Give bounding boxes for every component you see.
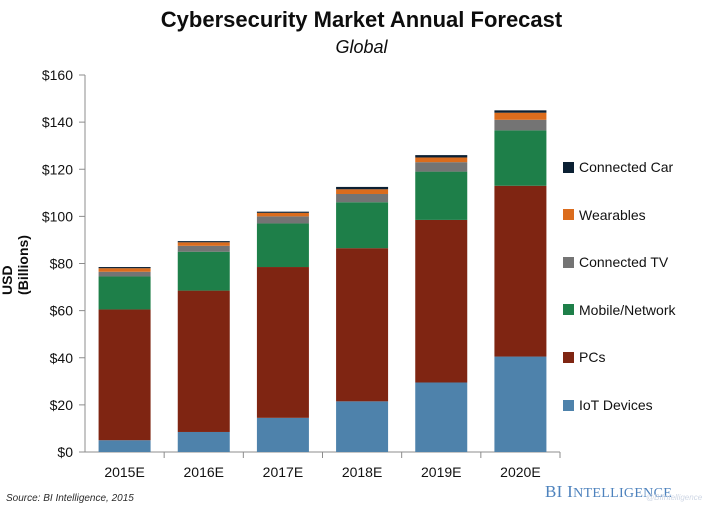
legend-label: Wearables (579, 206, 646, 223)
y-tick-label: $60 (50, 303, 74, 319)
y-tick-label: $40 (50, 350, 74, 366)
bar-segment-connected-car (415, 155, 468, 158)
bar-segment-wearables (415, 157, 468, 163)
brand-watermark: @BIIntelligence (646, 493, 703, 502)
legend-label: Connected TV (579, 254, 669, 271)
bar-segment-iot-devices (98, 440, 151, 452)
legend-swatch (563, 304, 574, 316)
bar-segment-wearables (98, 268, 151, 272)
legend-item: IoT Devices (563, 393, 653, 417)
bar-segment-wearables (336, 189, 389, 194)
chart-title: Cybersecurity Market Annual Forecast (160, 7, 563, 32)
bar-segment-connected-car (177, 241, 230, 243)
bar-segment-mobile-network (98, 276, 151, 310)
legend-swatch (563, 399, 574, 411)
bar-segment-pcs (494, 185, 547, 357)
y-tick-label: $80 (50, 256, 74, 272)
y-tick-label: $160 (42, 67, 73, 83)
brand-logo-second-initial: I (567, 482, 574, 501)
x-tick-label: 2020E (500, 464, 540, 480)
bar-segment-wearables (494, 112, 547, 120)
x-tick-label: 2018E (342, 464, 382, 480)
bar-segment-connected-tv (256, 216, 309, 224)
legend-swatch (563, 256, 574, 268)
brand-logo: BI INTELLIGENCE (545, 482, 672, 502)
legend-item: Mobile/Network (563, 298, 675, 322)
y-tick-label: $0 (57, 444, 73, 460)
bar-segment-wearables (177, 242, 230, 246)
bar-segment-iot-devices (336, 401, 389, 452)
legend-item: Connected Car (563, 155, 673, 179)
x-tick-label: 2017E (263, 464, 303, 480)
bar-segment-iot-devices (494, 356, 547, 452)
bar-segment-connected-tv (494, 119, 547, 131)
chart-subtitle: Global (335, 37, 388, 57)
bar-segment-wearables (256, 212, 309, 217)
legend-swatch (563, 209, 574, 221)
bar-segment-iot-devices (177, 431, 230, 452)
bar-segment-connected-car (98, 267, 151, 269)
legend-item: PCs (563, 345, 605, 369)
x-tick-label: 2019E (421, 464, 461, 480)
bar-segment-connected-car (256, 211, 309, 213)
bar-segment-mobile-network (256, 223, 309, 268)
y-tick-label: $100 (42, 208, 73, 224)
legend-swatch (563, 161, 574, 173)
legend-label: PCs (579, 349, 606, 366)
legend-label: IoT Devices (579, 397, 653, 413)
source-note: Source: BI Intelligence, 2015 (6, 493, 134, 504)
bar-segment-iot-devices (415, 382, 468, 452)
y-tick-label: $20 (50, 397, 74, 413)
legend-swatch (563, 351, 574, 363)
brand-logo-first: BI (545, 482, 563, 501)
bar-segment-iot-devices (256, 417, 309, 452)
bar-segment-pcs (98, 309, 151, 441)
bar-segment-connected-tv (415, 162, 468, 172)
y-tick-label: $120 (42, 161, 73, 177)
bar-segment-mobile-network (494, 130, 547, 186)
bar-segment-pcs (336, 248, 389, 402)
brand-logo-second-rest: NTELLIGENCE (573, 486, 673, 501)
legend-item: Connected TV (563, 250, 668, 274)
bar-segment-connected-tv (336, 193, 389, 203)
bar-segment-pcs (177, 290, 230, 432)
legend-item: Wearables (563, 203, 646, 227)
bar-segment-pcs (256, 267, 309, 418)
bar-segment-mobile-network (177, 251, 230, 291)
bar-segment-connected-tv (98, 271, 151, 277)
bar-segment-mobile-network (336, 202, 389, 249)
bar-segment-pcs (415, 219, 468, 383)
x-tick-label: 2016E (184, 464, 224, 480)
bar-segment-mobile-network (415, 171, 468, 220)
bar-segment-connected-car (336, 186, 389, 190)
legend-label: Mobile/Network (579, 301, 676, 318)
bar-segment-connected-car (494, 110, 547, 113)
x-tick-label: 2015E (104, 464, 144, 480)
legend-label: Connected Car (579, 159, 674, 175)
bar-segment-connected-tv (177, 245, 230, 252)
y-tick-label: $140 (42, 114, 73, 130)
